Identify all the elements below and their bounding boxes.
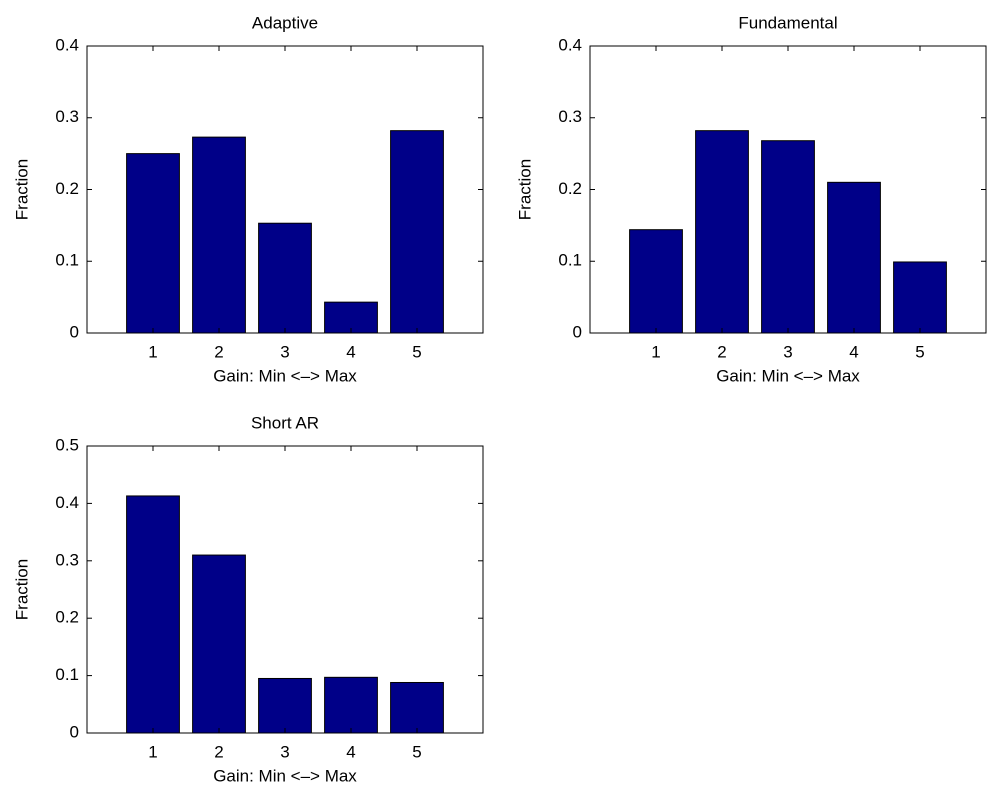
bar <box>192 136 246 334</box>
y-tick-label: 0.1 <box>55 251 79 270</box>
bar <box>258 677 312 734</box>
x-tick-label: 1 <box>148 342 157 361</box>
bar <box>761 140 815 334</box>
y-tick-label: 0 <box>70 322 79 341</box>
y-tick-label: 0.5 <box>55 435 79 454</box>
bar <box>126 153 180 334</box>
y-axis-label: Fraction <box>12 159 31 220</box>
bar <box>126 495 180 734</box>
bar <box>192 554 246 734</box>
bar <box>390 130 444 334</box>
x-axis-label: Gain: Min <–> Max <box>213 366 357 385</box>
chart-title: Adaptive <box>252 13 318 32</box>
y-tick-label: 0.3 <box>558 107 582 126</box>
x-tick-label: 3 <box>783 342 792 361</box>
bar <box>390 681 444 734</box>
x-tick-label: 3 <box>280 742 289 761</box>
bar <box>695 130 749 334</box>
y-axis-label: Fraction <box>515 159 534 220</box>
x-tick-label: 1 <box>148 742 157 761</box>
y-tick-label: 0.4 <box>55 35 79 54</box>
y-tick-label: 0.2 <box>55 179 79 198</box>
x-tick-label: 2 <box>214 342 223 361</box>
x-tick-label: 4 <box>346 342 355 361</box>
x-axis-label: Gain: Min <–> Max <box>213 766 357 785</box>
y-tick-label: 0 <box>70 722 79 741</box>
x-tick-label: 4 <box>849 342 858 361</box>
y-tick-label: 0.3 <box>55 107 79 126</box>
x-axis-label: Gain: Min <–> Max <box>716 366 860 385</box>
bar <box>324 676 378 734</box>
y-tick-label: 0.1 <box>55 665 79 684</box>
x-tick-label: 1 <box>651 342 660 361</box>
y-tick-label: 0.3 <box>55 550 79 569</box>
x-tick-label: 2 <box>214 742 223 761</box>
y-tick-label: 0.2 <box>55 608 79 627</box>
y-tick-label: 0.4 <box>558 35 582 54</box>
bar <box>827 181 881 334</box>
bar <box>629 229 683 334</box>
bar <box>893 261 947 334</box>
x-tick-label: 3 <box>280 342 289 361</box>
y-axis-label: Fraction <box>12 559 31 620</box>
bar <box>258 222 312 334</box>
y-tick-label: 0.2 <box>558 179 582 198</box>
y-tick-label: 0.4 <box>55 493 79 512</box>
x-tick-label: 5 <box>412 742 421 761</box>
chart-title: Short AR <box>251 413 319 432</box>
x-tick-label: 4 <box>346 742 355 761</box>
x-tick-label: 2 <box>717 342 726 361</box>
chart-title: Fundamental <box>738 13 837 32</box>
x-tick-label: 5 <box>915 342 924 361</box>
y-tick-label: 0.1 <box>558 251 582 270</box>
y-tick-label: 0 <box>573 322 582 341</box>
x-tick-label: 5 <box>412 342 421 361</box>
